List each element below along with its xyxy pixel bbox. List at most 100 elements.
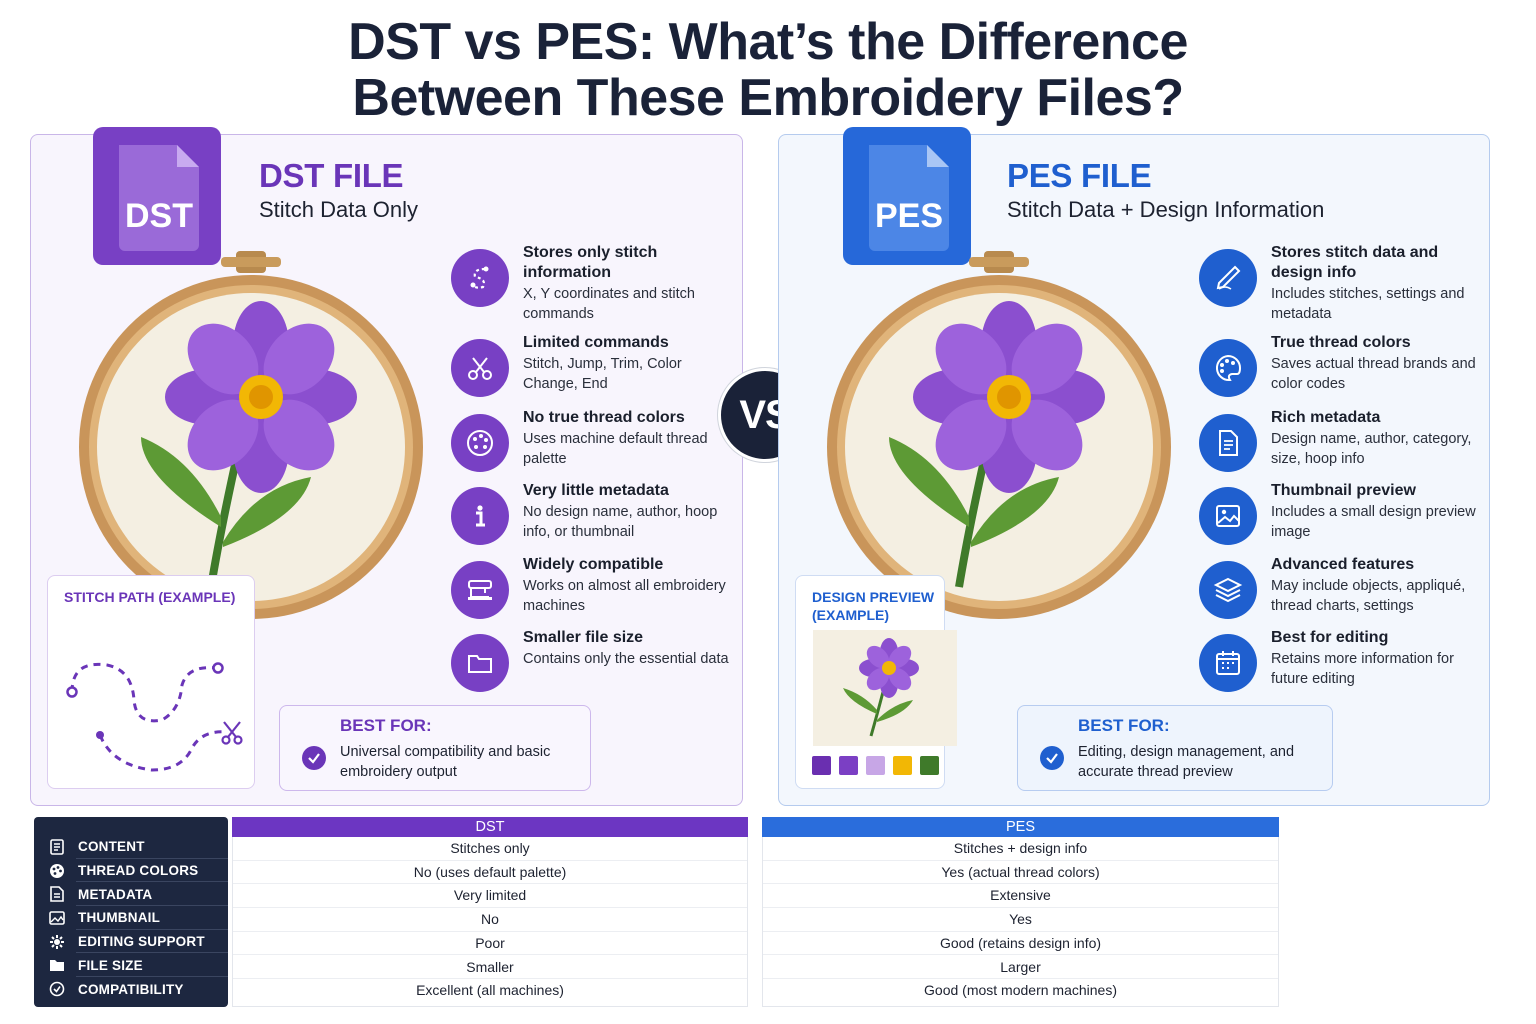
check-icon [302,746,326,770]
table-cell: Excellent (all machines) [416,982,564,999]
content-icon [48,838,66,856]
dst-embroidery-hoop-image [79,251,423,619]
dst-feature-item: No true thread colors Uses machine defau… [451,408,741,478]
feature-desc: May include objects, appliqué, thread ch… [1271,578,1466,614]
document-icon [1199,414,1257,472]
dst-feature-item: Very little metadata No design name, aut… [451,481,741,551]
design-preview-thumbnail [813,630,957,746]
row-label-metadata: METADATA [48,882,228,907]
thread-swatch [839,756,858,775]
feature-title: No true thread colors [523,409,685,426]
feature-title: Limited commands [523,334,669,351]
table-cell: No [233,908,747,932]
compatibility-icon [48,980,66,998]
feature-desc: Includes a small design preview image [1271,504,1476,540]
dst-feature-item: Stores only stitch information X, Y coor… [451,243,741,322]
pes-design-preview-card: DESIGN PREVIEW (EXAMPLE) [795,575,957,789]
thread-swatch [893,756,912,775]
feature-title: Rich metadata [1271,409,1381,426]
thread-colors-icon [48,862,66,880]
title-line-2: Between These Embroidery Files? [352,69,1184,127]
thread-swatch [866,756,885,775]
metadata-icon [48,885,66,903]
feature-desc: Saves actual thread brands and color cod… [1271,356,1476,392]
row-label-file-size: FILE SIZE [48,954,228,978]
sewing-machine-icon [451,561,509,619]
feature-desc: No design name, author, hoop info, or th… [523,504,718,540]
feature-title: Thumbnail preview [1271,482,1416,499]
layers-icon [1199,561,1257,619]
pes-feature-item: Rich metadata Design name, author, categ… [1199,408,1489,478]
pes-panel: PES PES FILE Stitch Data + Design Inform… [778,127,1490,806]
table-cell: Good (most modern machines) [924,982,1117,999]
feature-desc: Includes stitches, settings and metadata [1271,286,1465,322]
table-cell: Good (retains design info) [763,932,1278,956]
pes-feature-item: Thumbnail preview Includes a small desig… [1199,481,1489,551]
best-for-text: Editing, design management, and accurate… [1078,744,1295,780]
feature-desc: Works on almost all embroidery machines [523,578,726,614]
page-title: DST vs PES: What’s the Difference Betwee… [0,14,1536,126]
stitch-path-icon [451,249,509,307]
dst-best-for-card: BEST FOR: Universal compatibility and ba… [279,705,591,791]
feature-title: Stores only stitch information [523,244,658,281]
pes-comparison-column: PES Stitches + design info Yes (actual t… [762,817,1279,1007]
table-cell: Stitches + design info [763,837,1278,861]
pes-badge-text: PES [874,197,944,235]
row-label-text: EDITING SUPPORT [78,934,205,950]
dst-subheading: Stitch Data Only [259,197,418,222]
feature-desc: Stitch, Jump, Trim, Color Change, End [523,356,682,392]
palette-icon [1199,339,1257,397]
thread-swatch [920,756,939,775]
pes-heading: PES FILE [1007,157,1152,194]
feature-title: Smaller file size [523,629,644,646]
row-label-thread-colors: THREAD COLORS [48,859,228,883]
pes-feature-item: Stores stitch data and design info Inclu… [1199,243,1489,322]
feature-title: Widely compatible [523,556,664,573]
folder-icon [451,634,509,692]
pes-subheading: Stitch Data + Design Information [1007,197,1325,222]
best-for-text: Universal compatibility and basic embroi… [340,744,551,780]
row-label-text: COMPATIBILITY [78,981,184,997]
thumbnail-icon [48,909,66,927]
best-for-label: BEST FOR: [1078,716,1170,735]
calendar-icon [1199,634,1257,692]
table-cell: Yes (actual thread colors) [763,861,1278,885]
info-icon [451,487,509,545]
pes-best-for-card: BEST FOR: Editing, design management, an… [1017,705,1333,791]
dst-file-icon: DST [93,127,221,265]
row-label-text: METADATA [78,886,153,902]
table-cell: Stitches only [233,837,747,861]
comparison-row-labels: CONTENT THREAD COLORS METADATA THUMBNAIL… [34,817,228,1007]
feature-desc: Contains only the essential data [523,651,729,667]
feature-title: True thread colors [1271,334,1411,351]
row-label-text: THUMBNAIL [78,910,161,926]
dst-badge-text: DST [125,197,193,235]
stitch-path-title: STITCH PATH (EXAMPLE) [64,589,236,605]
dst-heading: DST FILE [259,157,404,194]
feature-title: Stores stitch data and design info [1271,244,1439,281]
feature-desc: Retains more information for future edit… [1271,651,1454,687]
dst-comparison-column: DST Stitches only No (uses default palet… [232,817,748,1007]
file-size-icon [48,956,66,974]
table-cell: Larger [763,956,1278,980]
row-label-editing-support: EDITING SUPPORT [48,930,228,954]
pes-feature-item: True thread colors Saves actual thread b… [1199,333,1489,403]
row-label-text: THREAD COLORS [78,863,199,879]
dst-column-header: DST [232,817,748,837]
feature-title: Best for editing [1271,629,1389,646]
table-cell: No (uses default palette) [233,861,747,885]
pes-feature-item: Advanced features May include objects, a… [1199,555,1489,625]
row-label-text: FILE SIZE [78,957,143,973]
table-cell: Poor [233,932,747,956]
feature-desc: Design name, author, category, size, hoo… [1271,431,1472,467]
pes-file-icon: PES [843,127,971,265]
row-label-text: CONTENT [78,839,145,855]
image-icon [1199,487,1257,545]
row-label-compatibility: COMPATIBILITY [48,977,220,1001]
editing-icon [48,933,66,951]
table-cell: Extensive [763,884,1278,909]
thread-color-swatches [812,756,939,776]
feature-title: Very little metadata [523,482,669,499]
dst-feature-item: Limited commands Stitch, Jump, Trim, Col… [451,333,741,403]
dst-feature-item: Widely compatible Works on almost all em… [451,555,741,625]
